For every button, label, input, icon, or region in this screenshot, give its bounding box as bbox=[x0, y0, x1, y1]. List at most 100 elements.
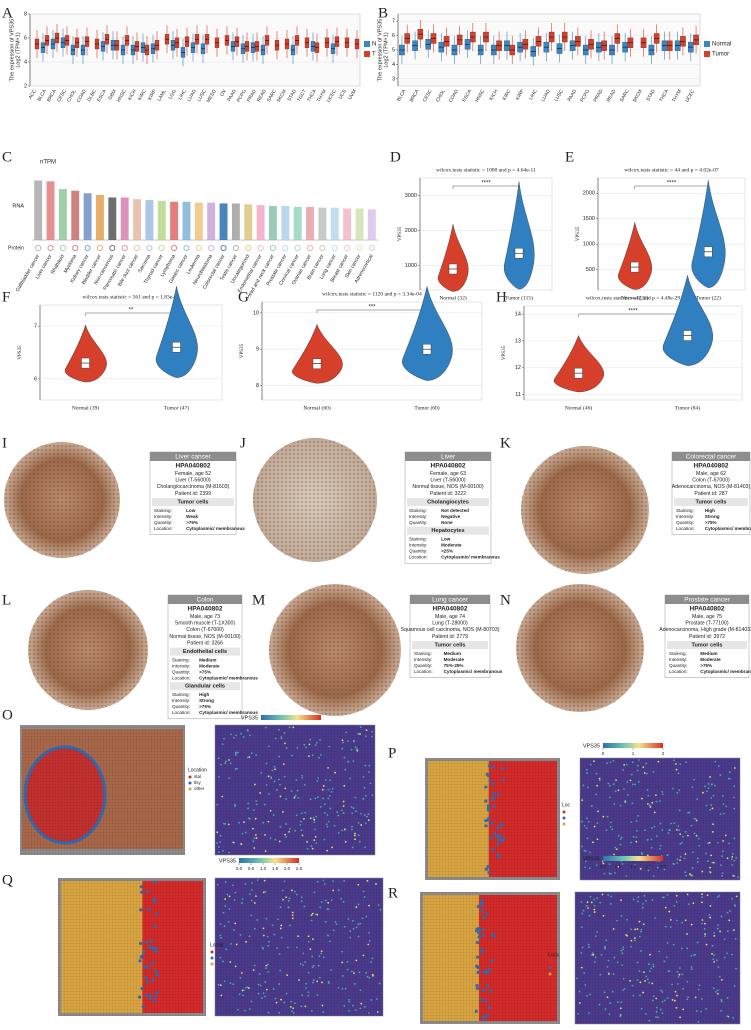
spot bbox=[363, 814, 366, 817]
spot bbox=[292, 726, 295, 729]
row-value: Negative bbox=[441, 514, 461, 519]
spot bbox=[709, 776, 711, 778]
spot bbox=[311, 955, 314, 958]
bar bbox=[281, 206, 290, 240]
spot bbox=[260, 772, 263, 774]
spot bbox=[645, 772, 648, 775]
spot bbox=[331, 846, 334, 849]
spot bbox=[310, 914, 313, 917]
spot bbox=[364, 735, 367, 738]
spot bbox=[705, 852, 707, 855]
spot bbox=[622, 769, 625, 771]
spot bbox=[368, 931, 370, 934]
spot bbox=[620, 836, 623, 839]
x-tick-label: KICH bbox=[127, 88, 138, 101]
spot bbox=[605, 829, 608, 832]
spot bbox=[266, 935, 269, 938]
spot bbox=[223, 925, 226, 927]
spot bbox=[581, 946, 584, 949]
spot bbox=[735, 895, 738, 898]
spot bbox=[708, 914, 711, 916]
row-value: Cytoplasmic/ membranous bbox=[441, 554, 500, 559]
spot bbox=[710, 783, 713, 786]
spot bbox=[236, 767, 238, 770]
x-tick-label: PAAD bbox=[567, 88, 579, 102]
spot bbox=[309, 948, 312, 951]
panel-label: A bbox=[2, 5, 13, 21]
spot bbox=[646, 789, 649, 791]
spot bbox=[577, 1012, 580, 1015]
spot bbox=[217, 846, 220, 848]
spot bbox=[280, 924, 283, 927]
spot bbox=[235, 734, 237, 737]
spot bbox=[357, 834, 360, 837]
spot bbox=[712, 861, 715, 864]
spot bbox=[653, 825, 656, 828]
spot bbox=[587, 820, 590, 823]
spot bbox=[350, 748, 353, 751]
spot bbox=[694, 996, 697, 999]
spot bbox=[609, 825, 612, 828]
spot bbox=[321, 788, 324, 791]
spot bbox=[244, 883, 247, 885]
stat-text: wilcox.tests statistic = 1080 and p = 4.… bbox=[436, 167, 536, 173]
spot bbox=[587, 946, 590, 949]
y-tick-label: 1000 bbox=[583, 242, 595, 248]
x-tick-label: SKCM bbox=[632, 89, 644, 104]
spot bbox=[337, 814, 340, 817]
spot bbox=[651, 801, 654, 804]
spot bbox=[250, 889, 253, 891]
spot bbox=[364, 822, 367, 825]
section-header bbox=[407, 498, 489, 506]
bar bbox=[34, 180, 43, 240]
x-tick-label: ESCA bbox=[461, 88, 473, 103]
legend-swatch bbox=[704, 51, 710, 57]
spot bbox=[721, 874, 723, 877]
spot bbox=[635, 820, 638, 822]
spot bbox=[326, 814, 329, 816]
legend-label: Tumor bbox=[712, 52, 729, 58]
spot bbox=[274, 838, 277, 841]
colorbar bbox=[603, 856, 663, 861]
spot bbox=[368, 771, 371, 773]
spot bbox=[365, 971, 367, 974]
spot bbox=[308, 743, 311, 746]
spot bbox=[217, 851, 220, 854]
spot bbox=[715, 959, 718, 962]
x-tick-label: Tumor (22) bbox=[696, 294, 721, 301]
spot bbox=[590, 901, 593, 904]
spot bbox=[709, 871, 712, 874]
row-key: Location: bbox=[172, 710, 191, 715]
spot bbox=[349, 777, 351, 780]
row-key: Location: bbox=[409, 554, 428, 559]
section-header bbox=[407, 526, 489, 535]
legend-dot bbox=[548, 972, 552, 976]
row-value: Medium bbox=[444, 651, 461, 656]
spot bbox=[278, 983, 281, 985]
y-tick-label: 4 bbox=[24, 59, 27, 65]
spot bbox=[279, 906, 282, 909]
spot bbox=[285, 747, 288, 749]
spot bbox=[657, 1016, 659, 1019]
spot bbox=[599, 901, 602, 904]
x-tick-label: Tumor (60) bbox=[414, 404, 439, 411]
spot bbox=[255, 800, 258, 802]
spot bbox=[688, 873, 691, 876]
spot bbox=[365, 915, 368, 918]
spot bbox=[288, 897, 291, 900]
spot bbox=[371, 794, 374, 797]
spot bbox=[722, 850, 724, 853]
spot bbox=[341, 739, 344, 742]
spot bbox=[375, 998, 378, 1000]
spot bbox=[731, 897, 734, 900]
legend-title: Locati bbox=[210, 942, 223, 948]
spot bbox=[290, 790, 293, 792]
spot bbox=[595, 793, 598, 796]
legend-label: tlsy bbox=[194, 780, 202, 785]
x-tick-label: Normal (60) bbox=[303, 404, 331, 411]
spot bbox=[636, 829, 638, 832]
spot bbox=[593, 904, 596, 907]
spot bbox=[327, 820, 330, 823]
protein-dot bbox=[257, 244, 264, 251]
x-tick-label: BRCA bbox=[409, 88, 421, 103]
